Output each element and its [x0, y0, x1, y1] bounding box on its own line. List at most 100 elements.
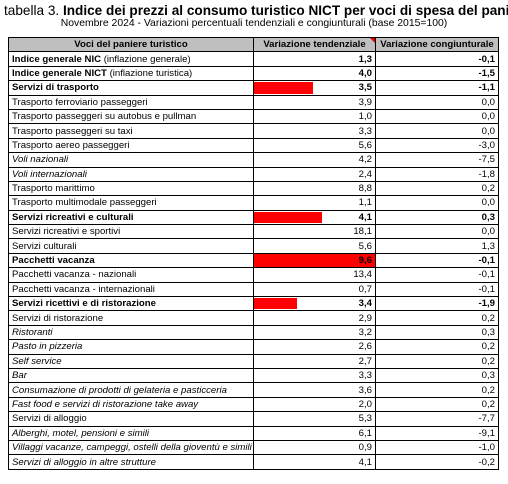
- variazione-congiunturale-cell: -0,2: [375, 454, 499, 470]
- variazione-congiunturale-cell: -7,5: [375, 152, 499, 168]
- variazione-tendenziale-cell: 4,1: [253, 209, 376, 226]
- row-label: Servizi di trasporto: [8, 80, 254, 96]
- variazione-tendenziale-value: 13,4: [353, 269, 372, 281]
- variazione-tendenziale-cell: 2,0: [253, 396, 376, 413]
- variazione-tendenziale-value: 6,1: [358, 427, 372, 439]
- row-label: Trasporto ferroviario passeggeri: [8, 94, 254, 110]
- table-row: Ristoranti 3,2 0,3: [8, 324, 499, 341]
- column-header-tendenziale-label: Variazione tendenziale: [263, 39, 366, 51]
- variazione-congiunturale-cell: 0,2: [375, 180, 499, 197]
- table-row: Trasporto passeggeri su autobus e pullma…: [8, 108, 499, 125]
- variazione-congiunturale-cell: -0,1: [375, 267, 499, 283]
- variazione-congiunturale-cell: 0,0: [375, 108, 499, 125]
- row-label-text: Trasporto marittimo: [12, 183, 95, 195]
- variazione-tendenziale-cell: 4,2: [253, 152, 376, 168]
- row-label-text: Voli internazionali: [12, 168, 87, 180]
- variazione-tendenziale-value: 3,5: [358, 82, 372, 94]
- row-label: Servizi di ristorazione: [8, 310, 254, 326]
- variazione-congiunturale-cell: 0,2: [375, 339, 499, 355]
- variazione-congiunturale-value: -7,5: [478, 154, 495, 166]
- row-label-text: Indice generale NIC: [12, 53, 102, 65]
- variazione-tendenziale-value: 2,7: [358, 355, 372, 367]
- variazione-congiunturale-value: 0,2: [481, 398, 495, 410]
- variazione-congiunturale-value: 0,0: [481, 197, 495, 209]
- variazione-tendenziale-value: 4,1: [358, 211, 372, 223]
- variazione-tendenziale-cell: 3,6: [253, 382, 376, 398]
- variazione-tendenziale-value: 2,0: [358, 398, 372, 410]
- row-label-text: Voli nazionali: [12, 154, 69, 166]
- variazione-congiunturale-value: 0,2: [481, 355, 495, 367]
- variazione-congiunturale-value: 0,2: [481, 341, 495, 353]
- variazione-congiunturale-cell: -7,7: [375, 411, 499, 427]
- row-label-text: Servizi culturali: [12, 240, 77, 252]
- table-row: Villaggi vacanze, campeggi, ostelli dell…: [8, 439, 499, 456]
- variazione-tendenziale-cell: 6,1: [253, 425, 376, 441]
- variazione-congiunturale-value: -1,1: [478, 82, 495, 94]
- data-bar: [254, 298, 297, 310]
- table-row: Servizi di trasporto 3,5 -1,1: [8, 80, 499, 96]
- variazione-tendenziale-cell: 9,6: [253, 252, 376, 269]
- variazione-congiunturale-value: 0,3: [481, 211, 495, 223]
- variazione-tendenziale-cell: 0,9: [253, 439, 376, 456]
- comment-flag-icon: [370, 38, 375, 43]
- row-label-text: Ristoranti: [12, 327, 53, 338]
- row-label: Ristoranti: [8, 324, 254, 341]
- variazione-congiunturale-value: -9,1: [478, 427, 495, 439]
- row-label: Pasto in pizzeria: [8, 339, 254, 355]
- table-row: Trasporto marittimo 8,8 0,2: [8, 180, 499, 197]
- variazione-tendenziale-value: 0,7: [358, 283, 372, 295]
- row-label: Voli nazionali: [8, 152, 254, 168]
- table-row: Indice generale NIC (inflazione generale…: [8, 51, 499, 67]
- table-row: Pasto in pizzeria 2,6 0,2: [8, 339, 499, 355]
- row-label-text: Consumazione di prodotti di gelateria e …: [12, 384, 227, 396]
- variazione-congiunturale-value: -1,8: [478, 168, 495, 180]
- column-header-congiunturale: Variazione congiunturale: [375, 36, 499, 53]
- row-label-text: Servizi di trasporto: [12, 82, 99, 94]
- table-row: Pacchetti vacanza 9,6 -0,1: [8, 252, 499, 269]
- row-label-text: Servizi di ristorazione: [12, 312, 104, 324]
- variazione-tendenziale-value: 3,4: [358, 298, 372, 310]
- variazione-tendenziale-value: 3,2: [358, 327, 372, 338]
- variazione-tendenziale-cell: 2,6: [253, 339, 376, 355]
- variazione-tendenziale-cell: 5,6: [253, 238, 376, 254]
- row-label: Pacchetti vacanza - internazionali: [8, 281, 254, 298]
- row-label: Alberghi, motel, pensioni e simili: [8, 425, 254, 441]
- table-row: Pacchetti vacanza - internazionali 0,7 -0,…: [8, 281, 499, 298]
- row-label: Pacchetti vacanza - nazionali: [8, 267, 254, 283]
- variazione-tendenziale-cell: 4,1: [253, 454, 376, 470]
- variazione-tendenziale-cell: 13,4: [253, 267, 376, 283]
- table-header-row: Voci del paniere turistico Variazione te…: [8, 36, 499, 53]
- row-label: Servizi ricreativi e sportivi: [8, 224, 254, 240]
- variazione-tendenziale-cell: 3,9: [253, 94, 376, 110]
- variazione-congiunturale-value: 0,0: [481, 96, 495, 108]
- row-label: Servizi di alloggio: [8, 411, 254, 427]
- row-label: Indice generale NICT (inflazione turisti…: [8, 65, 254, 82]
- variazione-tendenziale-value: 3,6: [358, 384, 372, 396]
- variazione-tendenziale-value: 3,3: [358, 125, 372, 137]
- table-row: Servizi ricreativi e culturali 4,1 0,3: [8, 209, 499, 226]
- variazione-congiunturale-cell: 0,0: [375, 195, 499, 211]
- row-label-text: Servizi di alloggio: [12, 413, 87, 425]
- row-label: Servizi ricreativi e culturali: [8, 209, 254, 226]
- variazione-congiunturale-value: 0,2: [481, 312, 495, 324]
- table-row: Consumazione di prodotti di gelateria e …: [8, 382, 499, 398]
- variazione-tendenziale-value: 4,1: [358, 456, 372, 468]
- variazione-tendenziale-value: 1,3: [358, 53, 372, 65]
- variazione-congiunturale-cell: 0,0: [375, 94, 499, 110]
- variazione-tendenziale-cell: 1,3: [253, 51, 376, 67]
- variazione-congiunturale-value: 1,3: [481, 240, 495, 252]
- table-row: Trasporto ferroviario passeggeri 3,9 0,0: [8, 94, 499, 110]
- variazione-tendenziale-value: 3,9: [358, 96, 372, 108]
- variazione-congiunturale-cell: -0,1: [375, 281, 499, 298]
- variazione-tendenziale-value: 5,3: [358, 413, 372, 425]
- variazione-congiunturale-cell: 1,3: [375, 238, 499, 254]
- table-row: Trasporto passeggeri su taxi 3,3 0,0: [8, 123, 499, 139]
- variazione-congiunturale-cell: 0,0: [375, 224, 499, 240]
- variazione-tendenziale-cell: 5,3: [253, 411, 376, 427]
- table-row: Voli nazionali 4,2 -7,5: [8, 152, 499, 168]
- table-row: Fast food e servizi di ristorazione take…: [8, 396, 499, 413]
- variazione-congiunturale-value: 0,0: [481, 226, 495, 238]
- row-label: Villaggi vacanze, campeggi, ostelli dell…: [8, 439, 254, 456]
- variazione-congiunturale-cell: -1,9: [375, 296, 499, 312]
- row-label-text: Trasporto ferroviario passeggeri: [12, 96, 148, 108]
